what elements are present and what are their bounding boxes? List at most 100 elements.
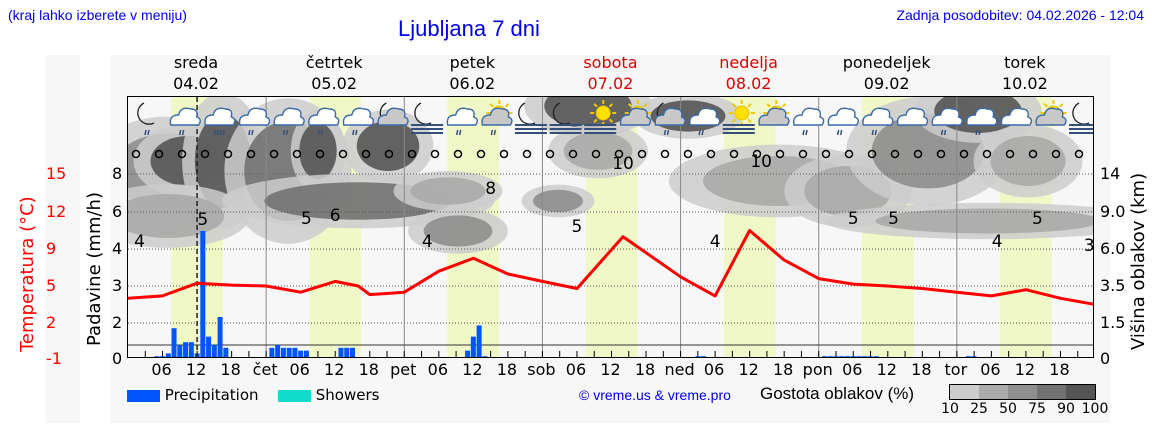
wind-calm-icon [361,149,371,159]
showers-swatch [278,389,311,402]
precipitation-axis-label: Padavine (mm/h) [84,192,105,346]
day-date: 10.02 [1001,74,1048,93]
time-tick: 12 [185,360,207,379]
wind-calm-icon [867,149,877,159]
cloud-height-tick: 6.0 [1100,239,1126,258]
moon-fog-icon [411,102,444,134]
precipitation-bar [868,356,874,357]
day-date: 09.02 [863,74,910,93]
time-tick: ned [664,360,695,379]
time-tick: pet [390,360,417,379]
credit-link[interactable]: © vreme.us & vreme.pro [579,387,731,403]
wind-calm-icon [246,149,256,159]
colorbar-segment [1008,385,1037,399]
cloud-rain-icon [689,107,721,136]
precipitation-bar [223,347,229,357]
wind-calm-icon [269,149,279,159]
precipitation-bar [206,336,212,357]
cloud-height-tick: 1.5 [1100,313,1126,332]
day-header: četrtek 05.02 [265,52,403,94]
cloud-rain-icon [792,107,825,136]
precipitation-bar [856,356,862,357]
precipitation-tick: 0 [112,349,123,368]
forecast-plot[interactable]: 4 5 5 6 4 8 5 10 4 10 5 5 4 5 3 [127,96,1094,358]
precipitation-bar [275,345,281,357]
wind-calm-icon [154,149,164,159]
cloud-height-tick: 9.0 [1100,202,1126,221]
cloud-density-area [128,194,225,238]
precipitation-bar [280,347,286,357]
cloud-rain-icon [238,107,271,136]
wind-calm-icon [430,149,440,159]
time-tick: 06 [980,360,1001,379]
time-tick: 06 [151,360,172,379]
wind-calm-icon [522,149,532,159]
time-tick: tor [944,360,968,379]
wind-calm-icon [453,149,463,159]
showers-legend-label: Showers [315,386,380,404]
wind-calm-icon [660,149,670,159]
wind-calm-icon [752,149,762,159]
wind-calm-icon [499,149,509,159]
wind-calm-icon [545,149,555,159]
cloud-icon [896,107,929,126]
wind-calm-icon [1074,149,1084,159]
precipitation-bar [695,356,701,357]
temperature-label: 5 [1032,209,1043,229]
precipitation-bar [476,325,482,357]
moon-fog-icon [549,102,582,134]
temperature-label: 10 [612,154,634,174]
colorbar-segment [1037,385,1066,399]
temperature-label: 4 [134,232,145,252]
cloud-height-tick: 0 [1100,349,1111,368]
wind-calm-icon [936,149,946,159]
time-tick: 06 [565,360,587,379]
time-tick: 18 [358,360,379,379]
cloud-rain-icon [446,107,478,136]
cloud-density-area [533,189,583,213]
day-name: sobota [583,53,638,72]
cloud-density-colorbar [949,384,1096,400]
day-header: sobota 07.02 [541,52,679,94]
precipitation-legend-label: Precipitation [164,386,259,404]
day-header: sreda 04.02 [127,52,265,94]
wind-calm-icon [384,149,394,159]
time-tick: 12 [600,360,621,379]
temperature-label: 3 [1084,236,1094,256]
cloud-density-area [423,215,493,247]
colorbar-tick: 90 [1057,401,1075,417]
daylight-band [723,97,776,357]
wind-calm-icon [798,149,808,159]
time-tick: 12 [324,360,345,379]
temperature-tick: 15 [46,164,67,183]
day-date: 08.02 [725,74,772,93]
last-updated: Zadnja posodobitev: 04.02.2026 - 12:04 [896,7,1144,23]
temperature-tick: 12 [46,202,67,221]
temperature-label: 8 [485,179,496,199]
temperature-tick: 9 [46,239,57,258]
day-header: torek 10.02 [956,52,1094,94]
cloud-height-axis-label: Višina oblakov (km) [1128,172,1149,350]
colorbar-tick: 10 [941,401,959,417]
temperature-label: 4 [992,232,1003,252]
cloud-rain-icon [862,107,894,136]
wind-calm-icon [568,149,578,159]
colorbar-tick: 100 [1081,401,1109,417]
precipitation-swatch [127,389,160,402]
temperature-label: 5 [888,209,899,229]
wind-calm-icon [407,149,417,159]
precipitation-bar [850,356,856,357]
day-date: 07.02 [587,74,634,93]
temperature-label: 5 [301,209,312,229]
wind-calm-icon [637,149,647,159]
temperature-label: 4 [422,232,433,252]
precipitation-bar [470,336,476,357]
precipitation-bar [833,356,839,357]
precipitation-bar [827,356,833,357]
cloud-rain-icon [273,107,305,136]
precipitation-bar [217,317,223,357]
precipitation-bar [839,356,845,357]
time-tick: 12 [738,360,759,379]
precipitation-bar [465,350,471,357]
